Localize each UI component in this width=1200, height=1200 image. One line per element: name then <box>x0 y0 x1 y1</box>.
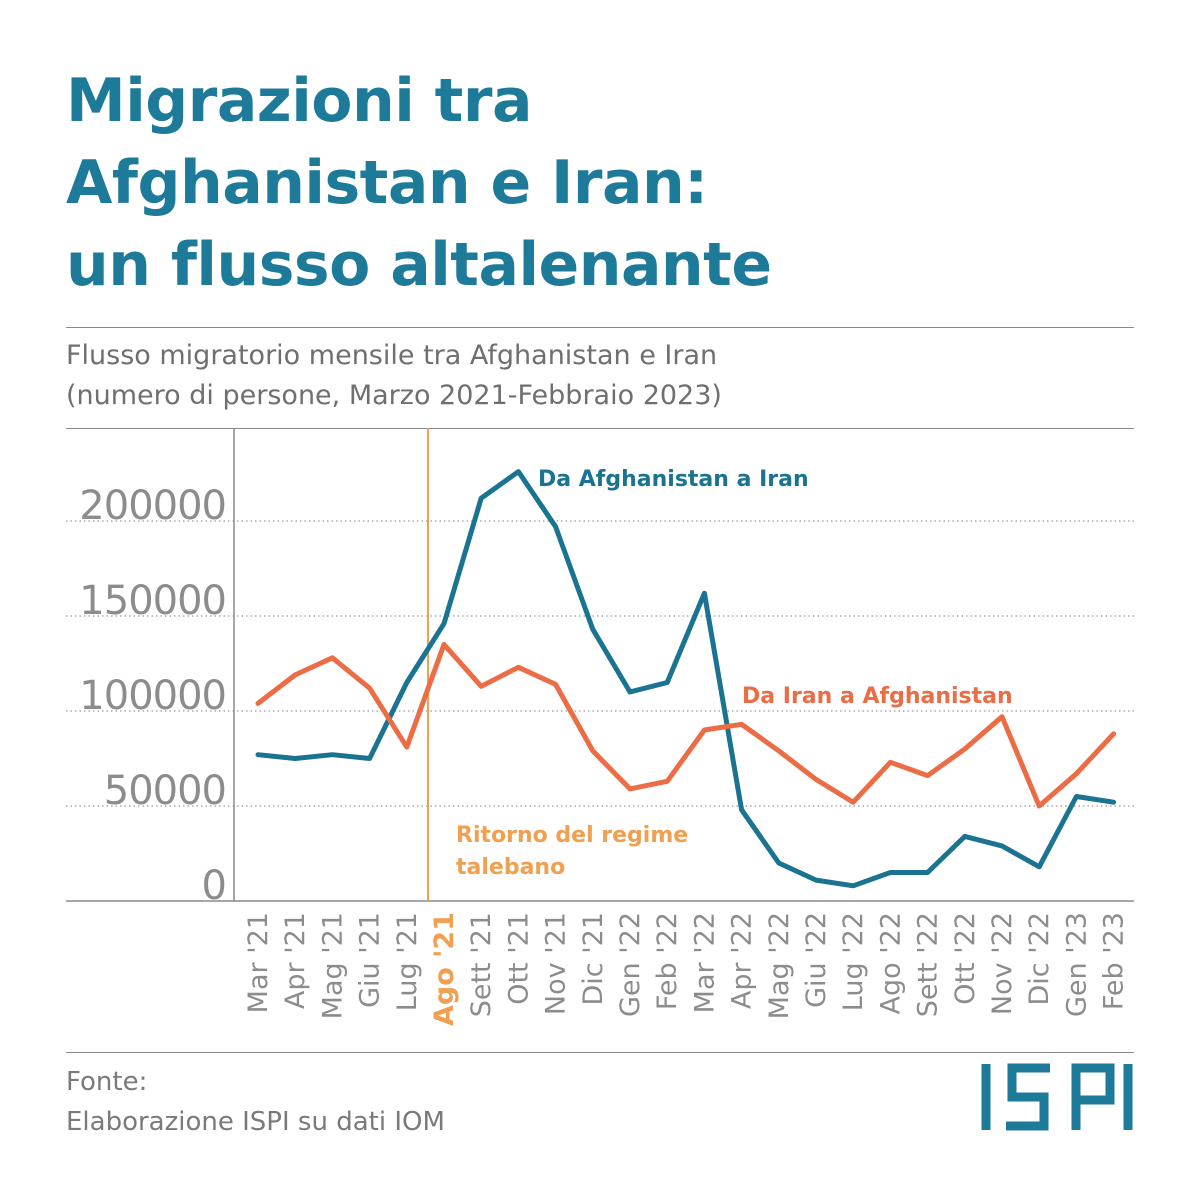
x-tick-label: Ago '22 <box>875 912 906 1015</box>
chart-top-divider <box>66 428 1134 429</box>
y-tick-label: 200000 <box>79 483 226 529</box>
x-tick-label: Apr '22 <box>727 912 758 1009</box>
x-tick-label: Lug '21 <box>392 912 423 1011</box>
subtitle-line-2: (numero di persone, Marzo 2021-Febbraio … <box>66 380 722 411</box>
x-tick-label: Mag '22 <box>764 912 795 1019</box>
source-text: Elaborazione ISPI su dati IOM <box>66 1107 445 1137</box>
footer-divider <box>66 1052 1134 1053</box>
x-tick-label: Sett '21 <box>466 912 497 1017</box>
title-line-2: Afghanistan e Iran: <box>66 148 708 218</box>
x-tick-label: Feb '23 <box>1099 912 1130 1010</box>
y-tick-label: 100000 <box>79 673 226 719</box>
y-tick-label: 0 <box>202 863 226 909</box>
x-tick-label: Mar '21 <box>243 912 274 1013</box>
x-tick-label: Dic '22 <box>1024 912 1055 1006</box>
x-tick-label: Ago '21 <box>429 912 460 1026</box>
event-annotation-line-2: talebano <box>456 855 565 880</box>
series-line-iran-to-afghanistan <box>255 642 1117 809</box>
source-label: Fonte: <box>66 1067 148 1097</box>
x-tick-label: Mar '22 <box>689 912 720 1013</box>
y-tick-label: 150000 <box>79 578 226 624</box>
event-annotation-line-1: Ritorno del regime <box>456 823 688 848</box>
title-line-3: un flusso altalenante <box>66 230 772 300</box>
x-tick-label: Giu '22 <box>801 912 832 1008</box>
x-tick-label: Giu '21 <box>355 912 386 1008</box>
x-tick-label: Ott '21 <box>503 912 534 1005</box>
ispi-logo <box>981 1063 1133 1131</box>
page-title: Migrazioni tra Afghanistan e Iran: un fl… <box>66 60 1146 306</box>
x-tick-label: Sett '22 <box>913 912 944 1017</box>
subtitle-line-1: Flusso migratorio mensile tra Afghanista… <box>66 340 718 371</box>
x-tick-label: Feb '22 <box>652 912 683 1010</box>
x-tick-label: Mag '21 <box>317 912 348 1019</box>
title-line-1: Migrazioni tra <box>66 66 532 136</box>
line-chart: 0 50000 100000 150000 200000 Da Afghanistan a… <box>66 428 1134 1026</box>
series-label-iran-to-afghanistan: Da Iran a Afghanistan <box>742 684 1013 709</box>
title-divider <box>66 327 1134 328</box>
series-label-afghanistan-to-iran: Da Afghanistan a Iran <box>538 467 809 492</box>
x-tick-label: Nov '22 <box>987 912 1018 1015</box>
x-tick-label: Gen '23 <box>1061 912 1092 1017</box>
x-tick-label: Apr '21 <box>280 912 311 1009</box>
x-tick-label: Ott '22 <box>950 912 981 1005</box>
series-line-afghanistan-to-iran <box>255 469 1117 889</box>
y-tick-label: 50000 <box>104 768 226 814</box>
x-tick-label: Dic '21 <box>578 912 609 1006</box>
x-tick-label: Gen '22 <box>615 912 646 1017</box>
chart-subtitle: Flusso migratorio mensile tra Afghanista… <box>66 336 1146 416</box>
x-tick-label: Nov '21 <box>541 912 572 1015</box>
source-note: Fonte: Elaborazione ISPI su dati IOM <box>66 1062 445 1142</box>
x-tick-label: Lug '22 <box>838 912 869 1011</box>
